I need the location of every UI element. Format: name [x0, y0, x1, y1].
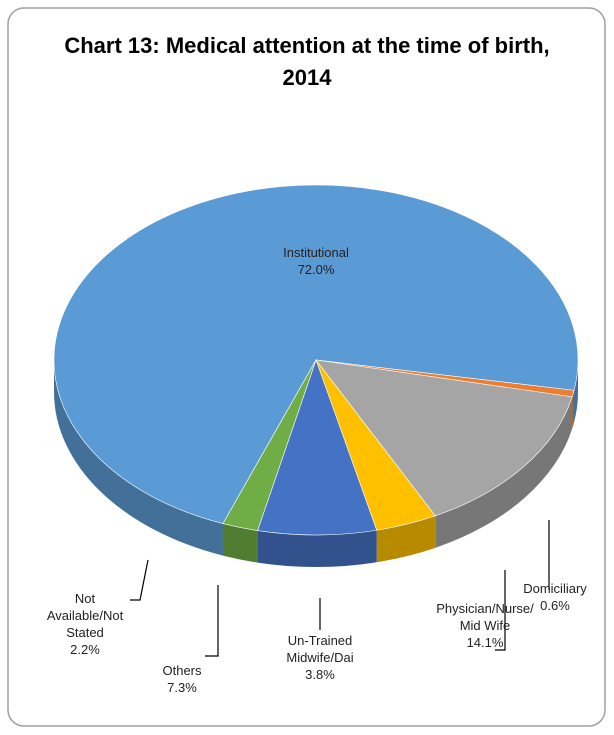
slice-side [572, 390, 575, 429]
slice [222, 359, 317, 531]
data-label: Physician/Nurse/ Mid Wife 14.1% [435, 600, 535, 651]
slice [257, 359, 378, 536]
slice-side [54, 360, 223, 556]
data-label: Not Available/Not Stated 2.2% [38, 590, 133, 658]
chart-title: Chart 13: Medical attention at the time … [64, 33, 550, 90]
data-label: Institutional 72.0% [256, 244, 376, 278]
slice [53, 184, 579, 524]
label-category: Physician/Nurse/ Mid Wife [436, 601, 534, 633]
label-category: Un-Trained Midwife/Dai [286, 633, 354, 665]
label-category: Institutional [283, 245, 349, 260]
label-value: 72.0% [297, 262, 335, 277]
label-value: 7.3% [167, 680, 197, 695]
leader-line [130, 559, 149, 601]
label-category: Others [162, 663, 202, 678]
slice [315, 359, 573, 517]
leader-line [205, 585, 219, 657]
leader-lines [130, 520, 550, 657]
label-category: Not Available/Not Stated [46, 591, 124, 640]
slice-side [222, 523, 258, 563]
data-label: Others 7.3% [147, 662, 217, 696]
slice-side [257, 530, 377, 568]
label-value: 3.8% [305, 667, 335, 682]
label-category: Domiciliary [523, 581, 587, 596]
data-label: Un-Trained Midwife/Dai 3.8% [270, 632, 370, 683]
label-value: 0.6% [540, 598, 570, 613]
label-value: 2.2% [70, 642, 100, 657]
slice-side [376, 515, 436, 563]
leader-line [495, 570, 506, 651]
slice-side [435, 396, 573, 548]
label-value: 14.1% [466, 635, 504, 650]
data-label: Domiciliary 0.6% [510, 580, 600, 614]
